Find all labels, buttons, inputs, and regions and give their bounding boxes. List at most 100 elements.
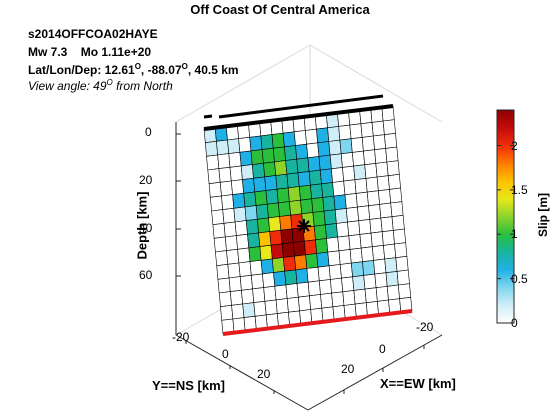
slip-patch (233, 206, 247, 223)
slip-patch (291, 227, 305, 243)
slip-patch (286, 296, 300, 313)
slip-patch (326, 236, 340, 253)
slip-patch (385, 146, 399, 163)
slip-patch (348, 234, 362, 250)
slip-patch (269, 229, 283, 246)
slip-patch (372, 134, 387, 151)
slip-patch (349, 123, 363, 140)
magnitude-row: Mw 7.3 Mo 1.11e+20 (28, 45, 151, 59)
slip-patch (390, 201, 404, 218)
slip-patch (342, 290, 356, 306)
slip-patch (384, 257, 398, 274)
slip-patch (371, 245, 386, 261)
slip-patch (277, 201, 292, 217)
slip-patch (272, 146, 286, 163)
slip-patch (263, 161, 277, 178)
slip-patch (342, 165, 356, 182)
slip-patch (363, 149, 377, 166)
slip-patch (223, 221, 237, 238)
slip-patch (386, 160, 400, 177)
slip-patch (241, 288, 255, 305)
slip-patch (242, 177, 256, 194)
slip-patch (360, 122, 374, 138)
slip-patch (341, 276, 355, 293)
slip-patch (230, 179, 245, 195)
slip-patch (379, 202, 393, 219)
slip-patch (212, 222, 226, 239)
slip-patch (286, 172, 300, 189)
slip-patch (297, 295, 312, 312)
slip-patch (371, 120, 385, 137)
slip-patch (306, 266, 320, 283)
slip-patch (284, 145, 298, 161)
slip-patch (263, 285, 277, 302)
colorbar-tick-marks (497, 145, 514, 324)
slip-patch (384, 132, 398, 149)
depth-tick-label: 0 (145, 125, 152, 139)
slip-patch (317, 265, 331, 282)
hypocenter-star (297, 219, 311, 233)
chart-title: Off Coast Of Central America (190, 2, 370, 17)
slip-patch (366, 190, 380, 207)
slip-patch (328, 264, 342, 280)
slip-patch (271, 257, 285, 273)
slip-patch (217, 153, 231, 169)
slip-patch (275, 298, 289, 314)
slip-patch (249, 259, 263, 276)
ns-axis-label: Y==NS [km] (152, 378, 225, 393)
slip-patch (321, 182, 335, 198)
slip-patch (240, 164, 254, 180)
slip-patch (386, 284, 400, 301)
ns-tick-label: 0 (222, 347, 229, 361)
slip-patch (253, 300, 267, 317)
slip-patch (247, 232, 261, 249)
slip-patch (238, 136, 252, 153)
slip-patch (311, 197, 325, 213)
fault-plane-grid (203, 105, 413, 335)
slip-patch (285, 283, 299, 299)
slip-patch (251, 162, 266, 179)
slip-patch (204, 140, 219, 157)
slip-patch (229, 289, 244, 306)
slip-patch (300, 198, 314, 215)
slip-patch (258, 231, 272, 247)
colorbar-tick-label: 1.5 (511, 182, 528, 197)
slip-patch (266, 202, 280, 219)
slip-patch (261, 147, 275, 164)
slip-patch (254, 190, 268, 206)
slip-patch (236, 233, 250, 250)
slip-patch (331, 167, 345, 183)
slip-patch (343, 179, 357, 196)
slip-patch (385, 271, 399, 287)
surface-trace-line (218, 94, 384, 119)
slip-patch (287, 186, 301, 202)
slip-patch (229, 165, 243, 182)
slip-patch (378, 189, 392, 205)
colorbar-tick-label: 2 (511, 138, 518, 153)
slip-patch (375, 161, 389, 178)
slip-patch (227, 138, 241, 154)
slip-patch (316, 251, 330, 268)
slip-patch (336, 221, 350, 238)
slip-patch (374, 148, 388, 164)
ns-tick-label: 20 (257, 367, 271, 381)
colorbar-tick-label: 0.5 (511, 271, 528, 286)
slip-patch (381, 230, 395, 246)
slip-patch (281, 242, 295, 258)
slip-patch (271, 132, 285, 149)
slip-patch (340, 152, 354, 168)
slip-patch (276, 187, 290, 204)
slip-patch (231, 303, 245, 320)
slip-patch (312, 210, 326, 227)
slip-patch (289, 199, 303, 216)
slip-patch (207, 168, 221, 185)
slip-patch (394, 242, 408, 259)
depth-tick-label: 20 (139, 173, 153, 187)
slip-patch (350, 137, 364, 153)
slip-patch (333, 194, 347, 211)
slip-patch (316, 127, 330, 144)
slip-patch (219, 180, 233, 197)
slip-patch (365, 176, 379, 193)
colorbar-label: Slip [m] (536, 193, 550, 237)
